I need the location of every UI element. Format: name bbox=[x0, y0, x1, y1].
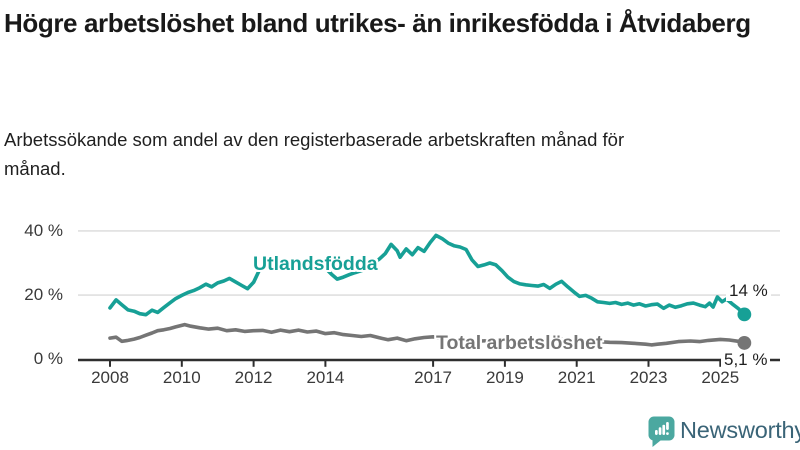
newsworthy-logo[interactable]: Newsworthy bbox=[646, 412, 800, 448]
series-end-dot bbox=[737, 336, 752, 350]
x-axis-tick-label: 2025 bbox=[701, 368, 740, 387]
series-label-utlandsfodda: Utlandsfödda bbox=[253, 253, 378, 275]
page-subtitle: Arbetssökande som andel av den registerb… bbox=[4, 129, 625, 179]
x-axis-tick-label: 2021 bbox=[557, 368, 596, 387]
brand-name: Newsworthy bbox=[680, 417, 800, 443]
y-axis-tick-label: 0 % bbox=[33, 349, 63, 369]
x-axis-tick-label: 2014 bbox=[306, 368, 345, 387]
series-line-utlandsf-dda bbox=[108, 233, 747, 317]
y-axis-tick-label: 20 % bbox=[24, 285, 63, 305]
x-axis-tick-label: 2012 bbox=[234, 368, 273, 387]
series-end-dot bbox=[737, 307, 752, 322]
x-axis-tick-label: 2019 bbox=[485, 368, 524, 387]
x-axis-tick-label: 2023 bbox=[629, 368, 668, 387]
page-title: Högre arbetslöshet bland utrikes- än inr… bbox=[4, 8, 751, 38]
bar-chart-speech-bubble-icon bbox=[648, 416, 675, 447]
y-axis-tick-label: 40 % bbox=[24, 220, 63, 240]
end-value-label-utlandsfodda: 14 % bbox=[726, 281, 771, 301]
x-axis-tick-label: 2010 bbox=[162, 368, 201, 387]
x-axis-tick-label: 2017 bbox=[414, 368, 452, 387]
end-value-label-total: 5,1 % bbox=[721, 350, 771, 370]
series-line-total-arbetsl-shet bbox=[108, 322, 747, 347]
x-axis-tick-label: 2008 bbox=[91, 368, 129, 387]
series-label-total-arbetsloshet: Total arbetslöshet bbox=[436, 332, 603, 354]
